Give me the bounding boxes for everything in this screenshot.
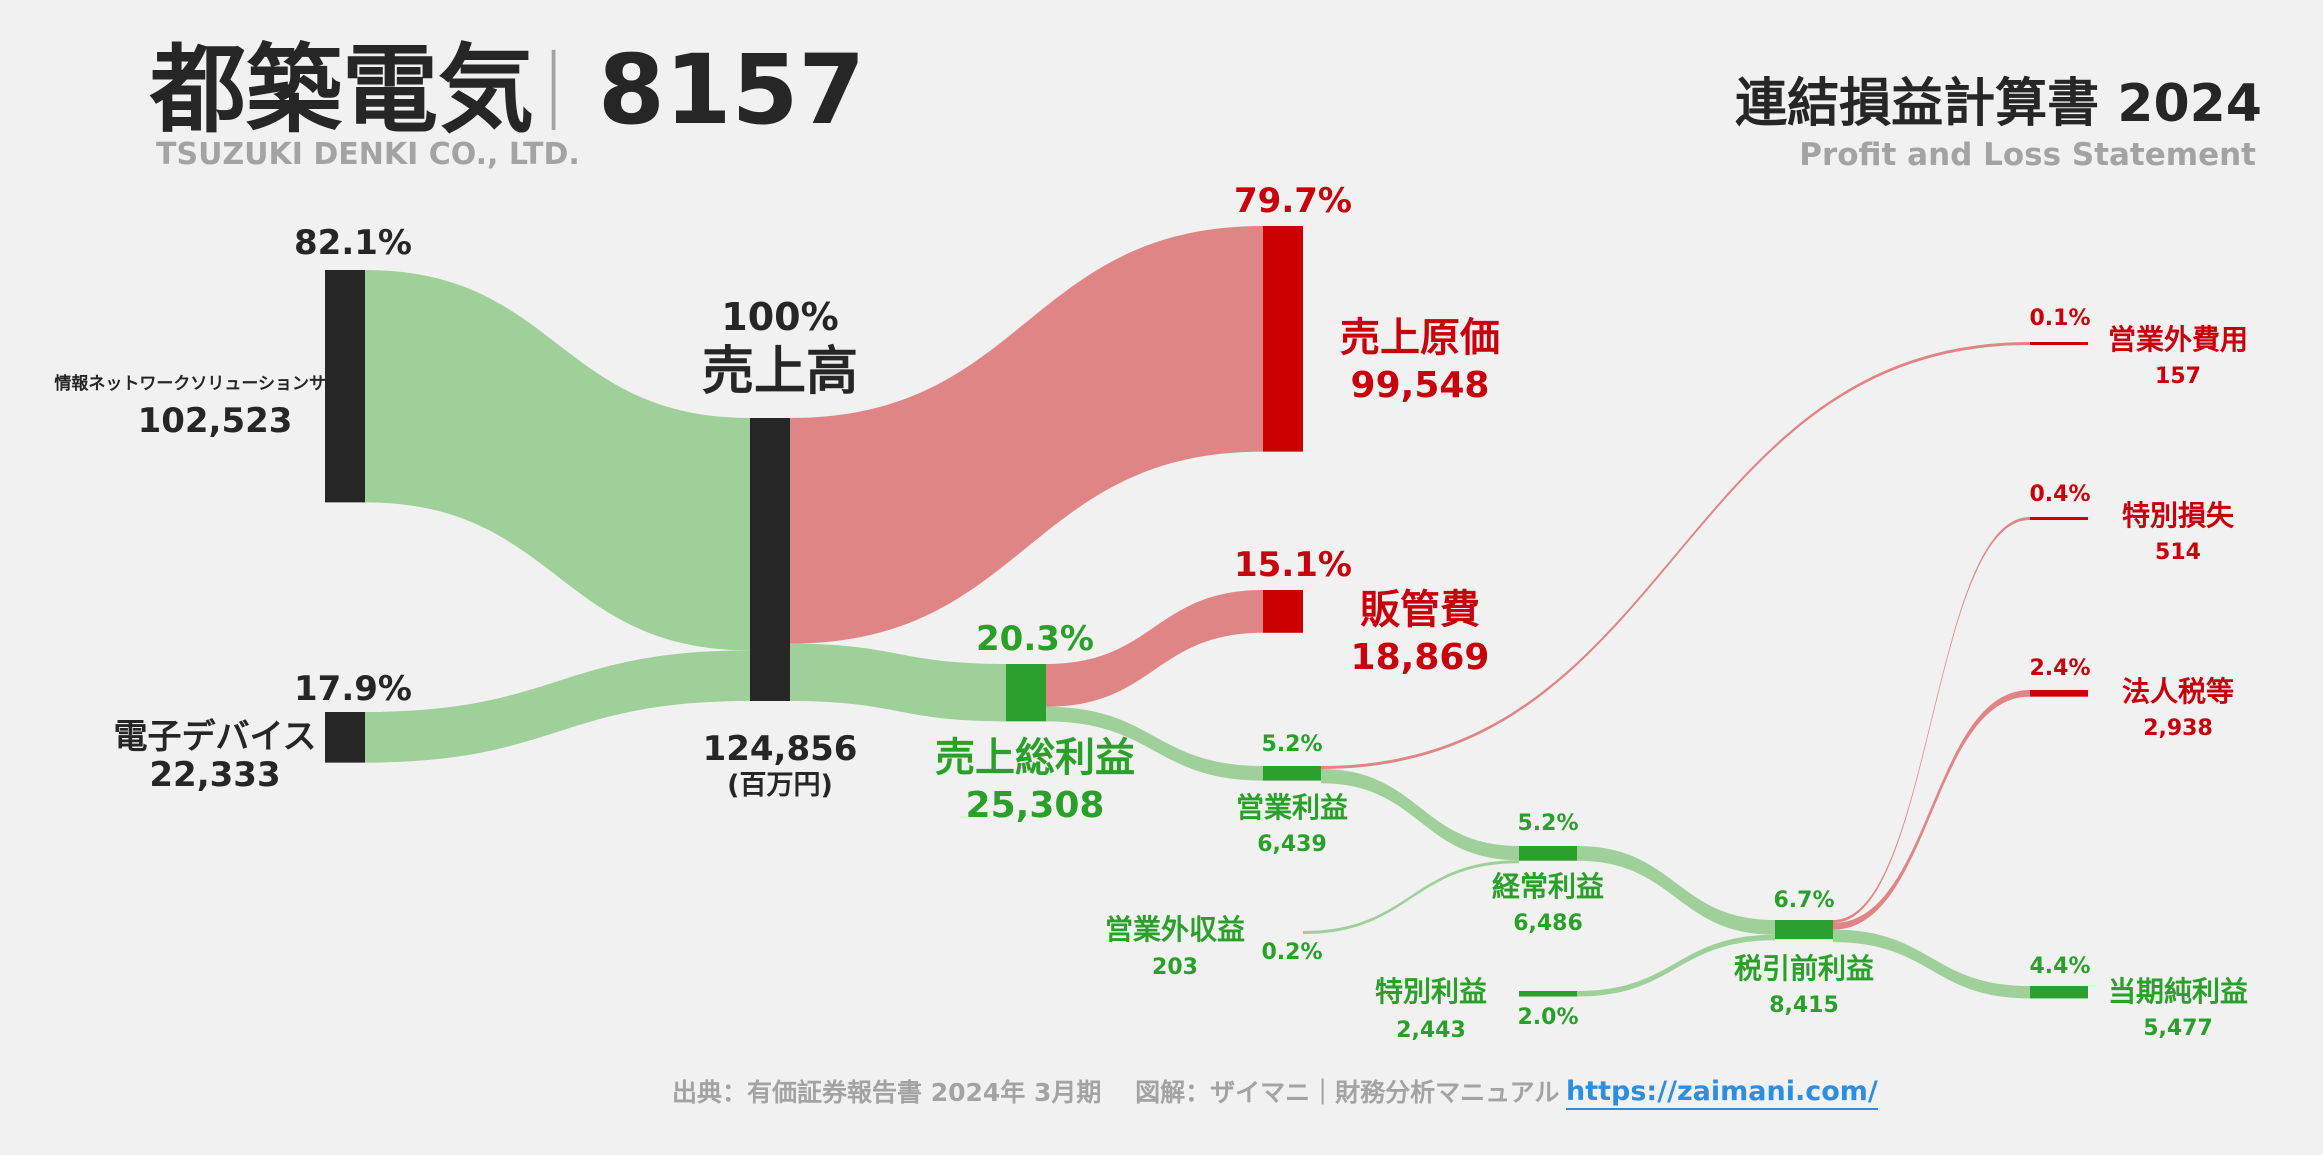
- flow-elec-to-sales: [365, 650, 750, 763]
- sga-value: 18,869: [1350, 637, 1490, 678]
- flow-op-to-nonop_exp: [1321, 342, 2030, 769]
- flow-info-to-sales: [365, 270, 750, 651]
- node-bar-elec: [325, 712, 365, 763]
- sales-label: 売上高: [701, 342, 859, 402]
- flow-nonop_inc-to-ord: [1303, 860, 1519, 934]
- op-label: 営業利益: [1235, 791, 1349, 824]
- flow-ord-to-pretax: [1577, 846, 1775, 935]
- segment-elec-pct: 17.9%: [294, 669, 412, 709]
- statement-title-en: Profit and Loss Statement: [1799, 137, 2256, 173]
- flow-pretax-to-sp_loss: [1833, 517, 2030, 923]
- source-link[interactable]: https://zaimani.com/: [1566, 1078, 1878, 1110]
- gross-pct: 20.3%: [976, 619, 1094, 659]
- sankey-nodes: [325, 226, 2088, 999]
- segment-info-value: 102,523: [137, 401, 293, 441]
- segment-info-pct: 82.1%: [294, 223, 412, 263]
- node-bar-net: [2030, 986, 2088, 999]
- company-name-en: TSUZUKI DENKI CO., LTD.: [156, 137, 580, 172]
- sales-value: 124,856: [702, 729, 858, 769]
- flow-pretax-to-net: [1833, 929, 2030, 999]
- cogs-label: 売上原価: [1340, 315, 1500, 361]
- special-income-pct: 2.0%: [1517, 1005, 1579, 1030]
- node-bar-sales: [750, 418, 790, 701]
- net-pct: 4.4%: [2029, 954, 2091, 979]
- pretax-label: 税引前利益: [1733, 952, 1875, 985]
- flow-pretax-to-tax: [1833, 690, 2030, 930]
- net-label: 当期純利益: [2107, 975, 2249, 1008]
- nonop-expense-pct: 0.1%: [2029, 306, 2091, 331]
- op-pct: 5.2%: [1261, 732, 1323, 757]
- nonop-income-value: 203: [1152, 955, 1198, 980]
- flow-sp_inc-to-pretax: [1577, 934, 1775, 997]
- company-name: 都築電気: [150, 34, 534, 146]
- node-bar-sp_inc: [1519, 991, 1577, 997]
- node-bar-pretax: [1775, 920, 1833, 940]
- special-loss-value: 514: [2155, 540, 2201, 565]
- stock-code: 8157: [598, 34, 866, 146]
- net-value: 5,477: [2143, 1016, 2213, 1041]
- tax-value: 2,938: [2143, 716, 2213, 741]
- ordinary-label: 経常利益: [1491, 870, 1605, 903]
- node-bar-info: [325, 270, 365, 503]
- node-bar-sp_loss: [2030, 517, 2088, 520]
- gross-label: 売上総利益: [935, 735, 1135, 781]
- node-bar-gross: [1006, 664, 1046, 722]
- nonop-income-label: 営業外収益: [1104, 913, 1246, 946]
- nonop-expense-value: 157: [2155, 364, 2201, 389]
- title-separator: |: [540, 37, 567, 130]
- cogs-value: 99,548: [1350, 365, 1490, 406]
- tax-label: 法人税等: [2121, 675, 2235, 708]
- flow-op-to-ord: [1321, 769, 1519, 861]
- segment-info-label: 情報ネットワークソリューションサ: [54, 374, 326, 394]
- gross-value: 25,308: [965, 785, 1105, 826]
- sga-label: 販管費: [1360, 587, 1480, 633]
- node-bar-tax: [2030, 690, 2088, 697]
- pretax-pct: 6.7%: [1773, 888, 1835, 913]
- node-bar-cogs: [1263, 226, 1303, 452]
- op-value: 6,439: [1257, 832, 1327, 857]
- sales-pct: 100%: [721, 295, 839, 339]
- node-bar-nonop_exp: [2030, 342, 2088, 345]
- cogs-pct: 79.7%: [1234, 181, 1352, 221]
- sga-pct: 15.1%: [1234, 545, 1352, 585]
- ordinary-value: 6,486: [1513, 911, 1583, 936]
- statement-title: 連結損益計算書 2024: [1735, 74, 2262, 134]
- nonop-income-pct: 0.2%: [1261, 940, 1323, 965]
- sankey-links: [365, 226, 2030, 999]
- flow-sales-to-gross: [790, 643, 1006, 722]
- segment-elec-label: 電子デバイス: [113, 717, 317, 757]
- node-bar-sga: [1263, 590, 1303, 633]
- unit-label: (百万円): [727, 770, 833, 801]
- special-income-label: 特別利益: [1374, 975, 1488, 1008]
- source-credit: 出典：有価証券報告書 2024年 3月期 図解：ザイマニ｜財務分析マニュアル: [672, 1078, 1560, 1107]
- flow-sales-to-cogs: [790, 226, 1263, 644]
- special-loss-pct: 0.4%: [2029, 482, 2091, 507]
- pretax-value: 8,415: [1769, 993, 1839, 1018]
- node-bar-ord: [1519, 846, 1577, 861]
- special-income-value: 2,443: [1396, 1018, 1466, 1043]
- nonop-expense-label: 営業外費用: [2107, 323, 2249, 356]
- tax-pct: 2.4%: [2029, 656, 2091, 681]
- segment-elec-value: 22,333: [149, 755, 281, 795]
- ordinary-pct: 5.2%: [1517, 811, 1579, 836]
- flow-gross-to-sga: [1046, 590, 1263, 707]
- flow-gross-to-op: [1046, 706, 1263, 781]
- node-bar-op: [1263, 766, 1321, 781]
- special-loss-label: 特別損失: [2121, 499, 2235, 532]
